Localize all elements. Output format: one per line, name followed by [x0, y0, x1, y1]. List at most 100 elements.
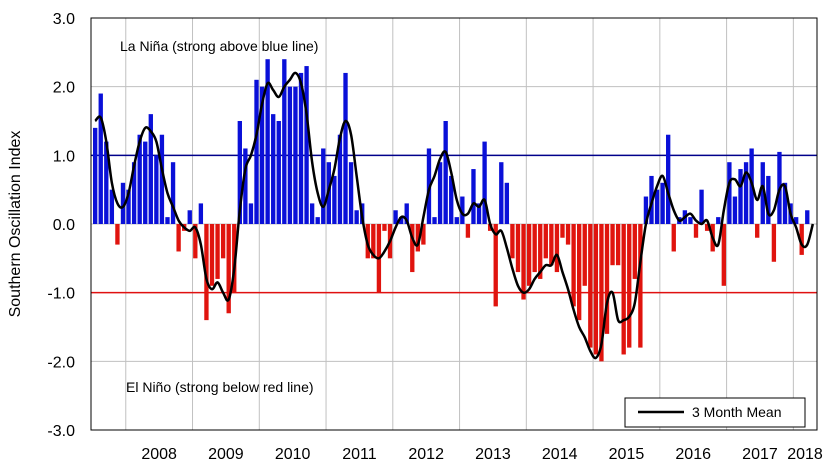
soi-bar	[716, 217, 721, 224]
soi-bar	[309, 203, 315, 224]
soi-bar	[521, 224, 526, 300]
soi-bar	[131, 162, 137, 224]
soi-bar	[120, 182, 126, 224]
soi-bar	[582, 224, 587, 286]
soi-bar	[771, 224, 777, 262]
soi-bar	[248, 203, 254, 224]
soi-bar	[109, 189, 115, 224]
soi-bar	[193, 224, 198, 259]
soi-bar	[404, 203, 409, 224]
soi-bar	[148, 114, 153, 224]
mean-line	[94, 71, 815, 360]
soi-bar	[393, 210, 398, 224]
soi-bar	[599, 224, 604, 362]
x-tick-label: 2010	[275, 446, 311, 463]
soi-bar	[321, 148, 326, 224]
soi-bar	[371, 224, 376, 259]
x-tick-label: 2011	[342, 446, 377, 463]
soi-bar	[443, 121, 448, 224]
soi-bar	[415, 224, 421, 252]
soi-bar	[282, 59, 287, 225]
soi-bar	[621, 224, 626, 355]
soi-bar	[638, 224, 643, 348]
soi-bar	[504, 182, 510, 224]
soi-bar	[449, 175, 454, 224]
soi-bar	[382, 224, 387, 231]
soi-bar	[532, 224, 537, 273]
soi-bar	[699, 189, 704, 224]
soi-bar	[543, 224, 548, 259]
soi-bar	[348, 162, 354, 224]
soi-bar	[643, 196, 649, 224]
soi-bar	[627, 224, 632, 348]
soi-bar	[493, 224, 498, 307]
soi-bar	[410, 224, 415, 273]
soi-bar	[220, 224, 226, 259]
soi-bar	[782, 182, 788, 224]
x-tick-label: 2015	[609, 446, 645, 463]
soi-bar	[604, 224, 610, 334]
soi-bar	[510, 224, 515, 259]
y-tick-label: 1.0	[53, 148, 75, 165]
x-tick-label: 2018	[787, 446, 823, 463]
soi-bar	[198, 203, 204, 224]
soi-bar	[560, 224, 565, 238]
soi-bar	[337, 134, 343, 224]
soi-bar	[766, 175, 771, 224]
soi-bar	[104, 141, 109, 224]
soi-bar	[515, 224, 521, 273]
x-tick-label: 2012	[408, 446, 444, 463]
soi-bar	[721, 224, 726, 286]
soi-bar	[143, 141, 148, 224]
x-tick-label: 2017	[742, 446, 778, 463]
soi-bar	[315, 217, 320, 224]
threshold-lines	[91, 154, 817, 294]
legend: 3 Month Mean	[624, 397, 806, 428]
soi-bar	[209, 224, 215, 286]
soi-bar	[666, 134, 671, 224]
soi-bar	[398, 217, 404, 224]
soi-bar	[793, 217, 799, 224]
soi-bar	[632, 224, 637, 279]
soi-bar	[298, 72, 304, 225]
soi-bar	[693, 224, 699, 238]
x-tick-label: 2016	[675, 446, 711, 463]
soi-bar	[271, 114, 276, 224]
soi-bar	[454, 217, 459, 224]
y-axis-title: Southern Oscillation Index	[7, 131, 24, 318]
soi-bar	[760, 162, 765, 224]
soi-bar	[332, 175, 337, 224]
soi-bar	[571, 224, 576, 307]
x-tick-label: 2008	[141, 446, 177, 463]
soi-bar	[554, 224, 560, 273]
soi-bar	[565, 224, 571, 245]
soi-bar	[159, 134, 165, 224]
soi-bar	[215, 224, 220, 279]
soi-bar	[265, 59, 270, 225]
soi-bar	[204, 224, 209, 321]
la-nina-annotation: La Niña (strong above blue line)	[120, 38, 318, 54]
legend-label: 3 Month Mean	[692, 404, 782, 420]
y-tick-label: 0.0	[53, 217, 75, 234]
soi-bar	[549, 224, 554, 266]
soi-bar	[243, 148, 248, 224]
soi-bar	[170, 162, 176, 224]
soi-bar	[465, 224, 471, 238]
soi-bar	[98, 93, 103, 224]
soi-bar	[615, 224, 621, 266]
y-tick-label: -2.0	[47, 354, 75, 371]
y-tick-label: -3.0	[47, 423, 75, 440]
plot-frame	[90, 17, 818, 431]
soi-bar	[176, 224, 181, 252]
soi-bar	[226, 224, 231, 314]
soi-bar	[437, 162, 443, 224]
x-tick-label: 2009	[208, 446, 244, 463]
soi-bar	[588, 224, 593, 348]
soi-bar	[654, 189, 660, 224]
soi-bar	[293, 86, 298, 224]
soi-bar	[738, 169, 743, 224]
soi-bar	[115, 224, 120, 245]
soi-bar	[805, 210, 810, 224]
